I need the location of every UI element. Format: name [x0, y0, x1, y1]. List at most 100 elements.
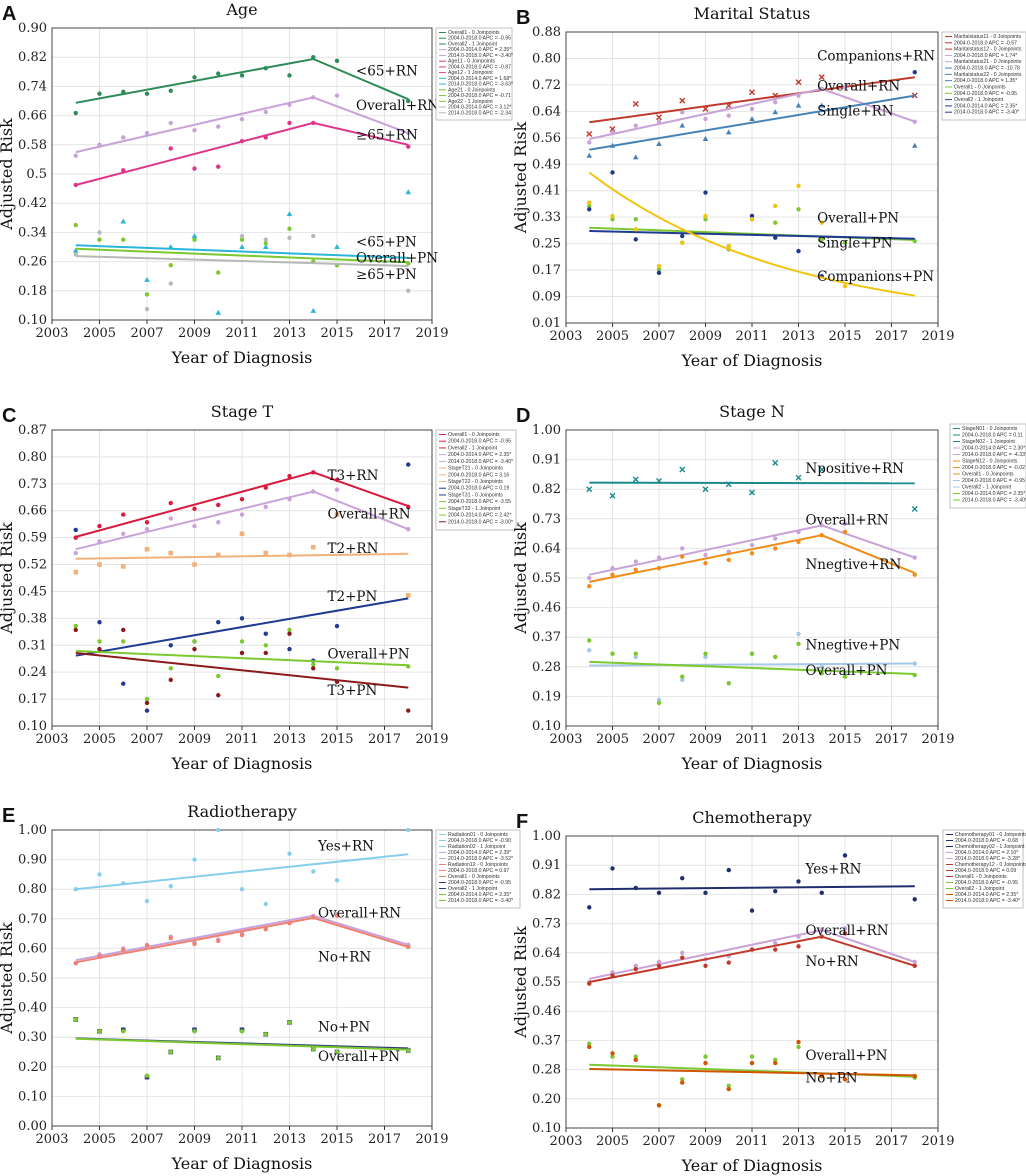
legend-entry: 2004.0-2014.0 APC = 2.35* — [962, 491, 1025, 497]
data-point — [633, 966, 638, 972]
legend-entry: Chemotherapy01 - 0 Joinpoints — [955, 832, 1026, 838]
y-tick-label: 0.37 — [532, 630, 561, 645]
data-point — [703, 217, 708, 222]
chart-title: Age — [225, 0, 257, 19]
legend-entry: 2004.0-2018.0 APC = -0.87 — [448, 64, 511, 70]
data-point — [703, 116, 708, 122]
data-point — [239, 887, 245, 892]
data-point — [216, 270, 221, 275]
x-tick-label: 2011 — [735, 329, 768, 344]
data-point — [192, 166, 197, 171]
y-tick-label: 0.00 — [18, 1119, 47, 1134]
legend-entry: Overall1 - 0 Joinpoints — [448, 432, 500, 438]
data-point — [192, 523, 197, 529]
data-point — [73, 1017, 78, 1022]
data-point — [656, 700, 662, 706]
data-point — [842, 853, 848, 858]
series — [73, 222, 411, 297]
chart-title: Chemotherapy — [692, 808, 812, 827]
data-point — [773, 1060, 778, 1066]
data-point — [796, 641, 801, 646]
data-point — [680, 1077, 685, 1082]
panel-e: E Radiotherapy 0.00 0.10 0.20 0.30 0.40 0.50 0.6… — [0, 802, 521, 1173]
data-point — [609, 492, 616, 499]
x-tick-label: 2013 — [782, 1134, 815, 1149]
x-axis-label: Year of Diagnosis — [171, 1154, 313, 1173]
legend-entry: 2014.0-2018.0 APC = -3.40* — [448, 53, 513, 59]
data-point — [703, 1054, 708, 1059]
chart-title: Marital Status — [694, 4, 811, 23]
data-point — [610, 1051, 615, 1056]
x-tick-label: 2009 — [178, 326, 211, 341]
y-tick-label: 0.09 — [532, 290, 561, 305]
data-point — [633, 1057, 638, 1063]
series — [587, 926, 917, 985]
legend-entry: 2004.0-2014.0 APC = 2.30* — [962, 446, 1025, 452]
series-label: Overall+PN — [817, 211, 899, 227]
data-point — [287, 120, 292, 126]
series — [73, 1017, 411, 1078]
legend-entry: Overall1 - 0 Joinpoints — [954, 84, 1006, 90]
data-point — [192, 941, 197, 947]
legend-box — [435, 27, 513, 121]
data-point — [263, 631, 268, 636]
data-point — [310, 544, 316, 550]
legend-entry: StageT22 - 0 Joinpoints — [448, 479, 503, 485]
data-point — [239, 932, 245, 938]
data-point — [239, 233, 245, 239]
legend-entry: 2004.0-2014.0 APC = 2.10* — [955, 850, 1018, 856]
data-point — [773, 546, 778, 551]
data-point — [168, 516, 173, 521]
data-point — [749, 1060, 755, 1066]
data-point — [216, 673, 221, 679]
trend-line — [75, 853, 409, 891]
legend-entry: 2014.0-2018.0 APC = -3.40* — [954, 110, 1019, 116]
data-point — [703, 190, 708, 195]
x-axis-label: Year of Diagnosis — [171, 348, 313, 367]
data-point — [239, 237, 245, 242]
data-point — [215, 309, 222, 315]
trend-line — [589, 481, 915, 485]
y-tick-label: 0.64 — [532, 946, 561, 961]
data-point — [334, 58, 340, 64]
x-tick-label: 2017 — [368, 326, 401, 341]
y-tick-label: 0.28 — [532, 1063, 561, 1078]
y-axis-label: Adjusted Risk — [511, 121, 530, 234]
data-point — [216, 164, 221, 169]
data-point — [239, 1029, 245, 1034]
data-point — [263, 1032, 268, 1037]
data-point — [287, 851, 292, 856]
trend-line — [589, 524, 916, 576]
data-point — [680, 110, 685, 115]
x-tick-label: 2019 — [921, 732, 954, 747]
data-point — [680, 240, 685, 245]
series — [73, 512, 411, 598]
y-tick-label: 0.66 — [18, 504, 47, 519]
data-point — [216, 827, 221, 833]
x-tick-label: 2007 — [130, 732, 163, 747]
series — [73, 93, 411, 158]
trend-line — [589, 94, 915, 151]
legend-entry: 2004.0-2014.0 APC = 2.35* — [955, 892, 1018, 898]
legend-entry: 2004.0-2018.0 APC = 3.16 — [448, 472, 509, 478]
legend-entry: Overall1 - 0 Joinpoints — [448, 30, 500, 36]
data-point — [819, 237, 824, 242]
data-point — [749, 489, 755, 496]
data-point — [73, 623, 78, 629]
series — [73, 55, 411, 116]
y-tick-label: 0.59 — [18, 531, 47, 546]
data-point — [680, 677, 685, 683]
data-point — [168, 643, 173, 648]
data-point — [842, 521, 848, 526]
legend-box — [941, 31, 1026, 121]
data-point — [263, 901, 268, 907]
legend-entry: StageN02 - 1 Joinpoint — [962, 439, 1015, 445]
y-tick-label: 0.80 — [532, 51, 561, 66]
data-point — [239, 512, 245, 517]
legend-entry: 2004.0-2018.0 APC = -0.57 — [954, 40, 1017, 46]
legend-entry: 2004.0-2014.0 APC = 2.35* — [448, 47, 511, 53]
plot-frame — [565, 835, 939, 1129]
x-tick-label: 2009 — [689, 1134, 722, 1149]
y-tick-label: 0.17 — [18, 692, 47, 707]
data-point — [168, 263, 173, 268]
